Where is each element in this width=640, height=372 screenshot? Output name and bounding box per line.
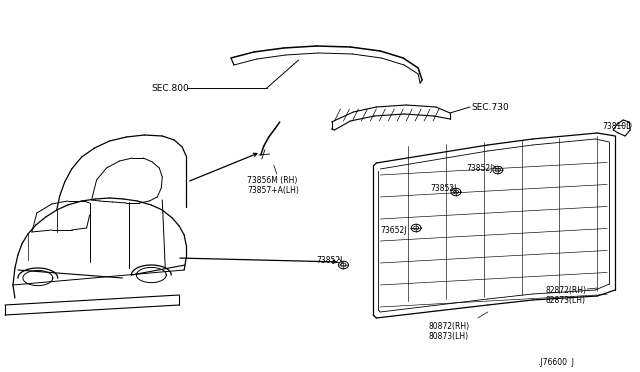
Text: .J76600  J: .J76600 J — [538, 358, 573, 367]
Text: 80872(RH)
80873(LH): 80872(RH) 80873(LH) — [428, 322, 469, 341]
Text: 73652J: 73652J — [380, 226, 407, 235]
Text: 73852J: 73852J — [430, 184, 456, 193]
Text: 73810D: 73810D — [602, 122, 632, 131]
Text: 82872(RH)
82873(LH): 82872(RH) 82873(LH) — [545, 286, 586, 305]
Text: 73852J: 73852J — [317, 256, 343, 265]
Text: SEC.800: SEC.800 — [151, 84, 189, 93]
Text: 73852J: 73852J — [466, 164, 492, 173]
Text: SEC.730: SEC.730 — [471, 103, 509, 112]
Text: 73856M (RH)
73857+A(LH): 73856M (RH) 73857+A(LH) — [247, 176, 299, 195]
